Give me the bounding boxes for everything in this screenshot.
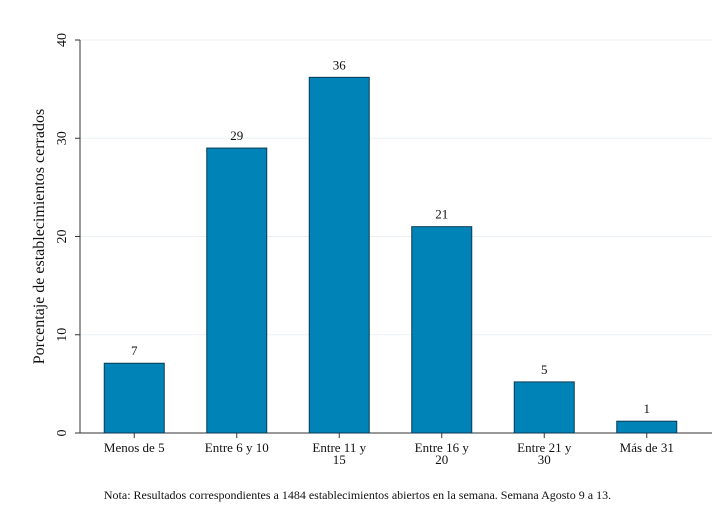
y-tick-label: 30 bbox=[55, 131, 70, 145]
category-label: Más de 31 bbox=[620, 440, 674, 455]
category-label: Entre 21 y 30 bbox=[517, 440, 572, 467]
chart-note: Nota: Resultados correspondientes a 1484… bbox=[103, 488, 612, 502]
category-label-line: Más de 31 bbox=[620, 440, 674, 455]
y-axis-label: Porcentaje de establecimientos cerrados bbox=[31, 109, 48, 364]
bar bbox=[206, 147, 268, 434]
y-tick-label: 10 bbox=[55, 328, 70, 342]
bar bbox=[103, 362, 165, 434]
category-label: Entre 11 y 15 bbox=[312, 440, 366, 467]
bar-value-label: 21 bbox=[435, 207, 448, 222]
bars bbox=[103, 76, 678, 434]
bar-value-label: 5 bbox=[541, 362, 548, 377]
category-label-line: Entre 6 y 10 bbox=[205, 440, 269, 455]
bar-value-label: 1 bbox=[644, 401, 651, 416]
bar-value-label: 7 bbox=[131, 343, 138, 358]
category-label-line: Menos de 5 bbox=[104, 440, 165, 455]
bar bbox=[308, 76, 370, 434]
bar-value-labels: 7 29 36 21 5 1 bbox=[131, 57, 650, 416]
y-tick-label: 0 bbox=[55, 430, 70, 437]
y-tick-label: 20 bbox=[55, 230, 70, 244]
category-label-line: 15 bbox=[333, 452, 346, 467]
bar bbox=[513, 381, 575, 434]
category-label: Entre 6 y 10 bbox=[205, 440, 269, 455]
bar bbox=[411, 226, 473, 434]
bar bbox=[616, 420, 678, 434]
category-label-line: Entre 11 y bbox=[312, 440, 366, 455]
category-label: Entre 16 y 20 bbox=[415, 440, 470, 467]
category-label-line: 30 bbox=[538, 452, 551, 467]
category-labels: Menos de 5 Entre 6 y 10 Entre 11 y 15Entre … bbox=[104, 440, 674, 467]
bar-value-label: 29 bbox=[230, 128, 243, 143]
axes: 0 10 20 30 40 bbox=[55, 33, 712, 438]
category-label-line: Entre 21 y bbox=[517, 440, 572, 455]
bar-value-label: 36 bbox=[333, 57, 347, 72]
y-tick-label: 40 bbox=[55, 33, 70, 47]
grid-lines bbox=[80, 39, 712, 336]
category-label: Menos de 5 bbox=[104, 440, 165, 455]
category-label-line: Entre 16 y bbox=[415, 440, 470, 455]
category-label-line: 20 bbox=[435, 452, 448, 467]
